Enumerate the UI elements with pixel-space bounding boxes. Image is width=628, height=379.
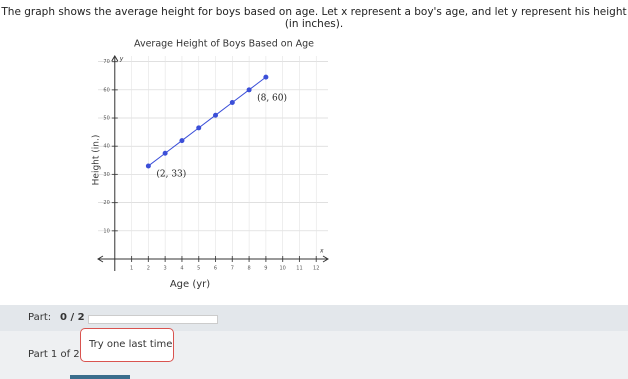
chart-title: Average Height of Boys Based on Age xyxy=(134,39,314,50)
y-tick-label: 50 xyxy=(103,116,109,122)
point-annotation: (8, 60) xyxy=(257,92,287,103)
part-panel: Part 1 of 2 Try one last time xyxy=(0,328,628,379)
y-tick-label: 70 xyxy=(103,59,109,65)
x-tick-label: 4 xyxy=(180,266,183,272)
y-tick-label: 20 xyxy=(103,200,109,206)
data-line xyxy=(148,76,267,167)
data-point xyxy=(196,125,202,131)
x-tick-label: 7 xyxy=(231,266,234,272)
tab-indicator xyxy=(70,375,130,379)
x-tick-label: 1 xyxy=(130,266,133,272)
part-value: 0 / 2 xyxy=(60,312,85,323)
x-axis-label: Age (yr) xyxy=(170,279,210,290)
x-tick-label: 5 xyxy=(197,266,200,272)
x-tick-label: 10 xyxy=(279,266,285,272)
x-tick-label: 9 xyxy=(264,266,267,272)
y-tick-label: 30 xyxy=(103,172,109,178)
part-indicator: Part 1 of 2 xyxy=(28,349,80,360)
data-point xyxy=(246,87,252,93)
problem-text: The graph shows the average height for b… xyxy=(1,6,627,30)
x-axis-name: x xyxy=(319,248,324,255)
x-tick-label: 2 xyxy=(147,266,150,272)
axis-arrow xyxy=(322,255,329,263)
data-point xyxy=(162,150,168,156)
x-tick-label: 3 xyxy=(164,266,167,272)
data-point xyxy=(229,100,235,106)
x-tick-label: 6 xyxy=(214,266,217,272)
data-point xyxy=(213,112,219,118)
x-tick-label: 12 xyxy=(313,266,319,272)
y-tick-label: 60 xyxy=(103,87,109,93)
data-point xyxy=(179,138,185,144)
data-point xyxy=(145,163,151,169)
x-tick-label: 11 xyxy=(296,266,302,272)
axis-arrow xyxy=(97,255,104,263)
chart: Average Height of Boys Based on Age Age … xyxy=(92,39,329,290)
y-axis-label: Height (in.) xyxy=(92,135,102,186)
progress-bar xyxy=(88,315,218,324)
feedback-text: Try one last time xyxy=(89,339,173,350)
point-annotation: (2, 33) xyxy=(156,168,186,179)
x-tick-label: 8 xyxy=(248,266,251,272)
y-axis-name: y xyxy=(119,56,124,63)
axis-arrow xyxy=(111,55,119,62)
y-tick-label: 40 xyxy=(103,144,109,150)
part-bar: Part: 0 / 2 xyxy=(0,305,628,331)
part-label: Part: xyxy=(28,312,52,323)
data-point xyxy=(263,74,269,80)
feedback-tooltip: Try one last time xyxy=(80,328,174,362)
y-tick-label: 10 xyxy=(103,228,109,234)
